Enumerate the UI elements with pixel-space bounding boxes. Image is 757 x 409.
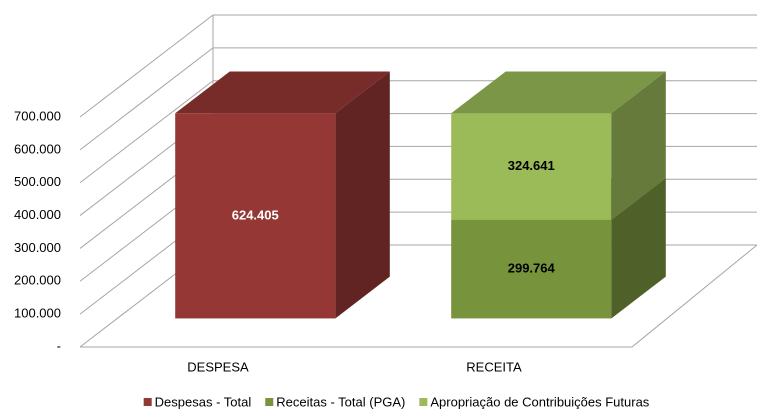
y-tick-label: 600.000 (14, 141, 61, 156)
x-tick-label: RECEITA (466, 359, 522, 374)
floor-edge (80, 244, 757, 348)
y-tick-label: 100.000 (14, 306, 61, 321)
data-label: 624.405 (232, 207, 279, 222)
legend-label: Apropriação de Contribuições Futuras (430, 394, 649, 409)
bar-side (335, 71, 390, 319)
bar-top (451, 71, 666, 114)
bar-side (611, 178, 666, 319)
legend-swatch (265, 398, 274, 406)
y-tick-label: 300.000 (14, 240, 61, 255)
x-tick-label: DESPESA (187, 359, 249, 374)
legend-label: Receitas - Total (PGA) (276, 394, 405, 409)
legend-swatch (143, 398, 152, 406)
legend-swatch (419, 398, 428, 406)
data-label: 324.641 (508, 158, 555, 173)
y-tick-label: 400.000 (14, 207, 61, 222)
bar-front (451, 113, 612, 220)
legend-label: Despesas - Total (155, 394, 252, 409)
y-tick-label: 500.000 (14, 174, 61, 189)
data-label: 299.764 (508, 261, 556, 276)
bar-side (611, 71, 666, 220)
bar-front (175, 113, 336, 319)
bar-front (451, 219, 612, 319)
grid-line (79, 14, 757, 118)
grid-line (79, 47, 757, 151)
bar-top (175, 71, 390, 114)
y-tick-label: 200.000 (14, 273, 61, 288)
y-tick-label: - (57, 338, 61, 353)
y-tick-label: 700.000 (14, 108, 61, 123)
